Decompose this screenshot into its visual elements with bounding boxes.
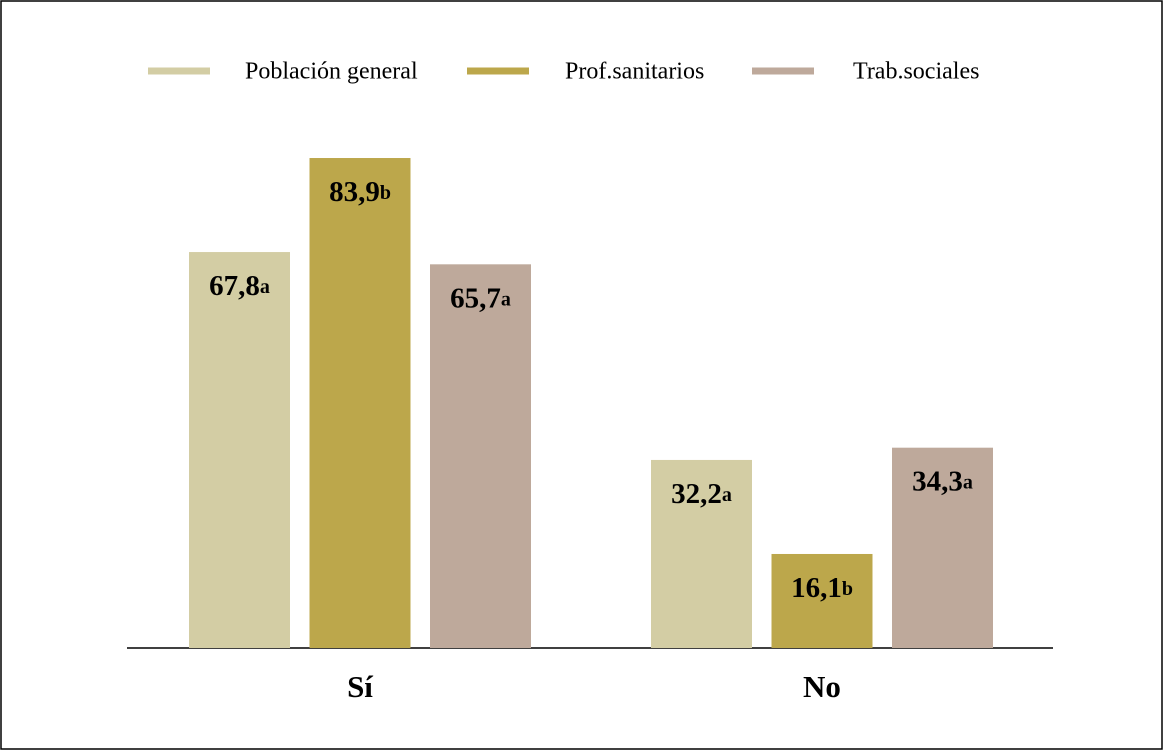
value-label: 83,9b <box>329 176 391 208</box>
value-number: 67,8 <box>209 270 260 302</box>
bar <box>651 459 752 648</box>
bar <box>430 264 531 648</box>
value-number: 34,3 <box>912 465 963 497</box>
value-number: 16,1 <box>791 572 842 604</box>
legend-label: Población general <box>245 59 418 85</box>
x-tick-label: Sí <box>347 669 373 704</box>
legend-label: Trab.sociales <box>853 59 979 85</box>
value-label: 16,1b <box>791 572 853 604</box>
value-letter: b <box>380 182 391 204</box>
x-tick-label: No <box>803 669 841 704</box>
value-number: 83,9 <box>329 176 380 208</box>
bar <box>771 553 873 648</box>
bar <box>189 252 290 648</box>
value-letter: a <box>501 288 511 310</box>
legend-label: Prof.sanitarios <box>565 59 704 85</box>
value-label: 67,8a <box>209 270 270 302</box>
bar <box>309 158 411 649</box>
value-label: 32,2a <box>671 478 732 510</box>
value-letter: a <box>260 276 270 298</box>
value-letter: b <box>842 578 853 600</box>
value-number: 65,7 <box>450 282 501 314</box>
value-label: 65,7a <box>450 282 511 314</box>
bar <box>892 447 993 648</box>
value-letter: a <box>722 484 732 506</box>
value-letter: a <box>963 471 973 493</box>
value-number: 32,2 <box>671 478 722 510</box>
value-label: 34,3a <box>912 465 973 497</box>
